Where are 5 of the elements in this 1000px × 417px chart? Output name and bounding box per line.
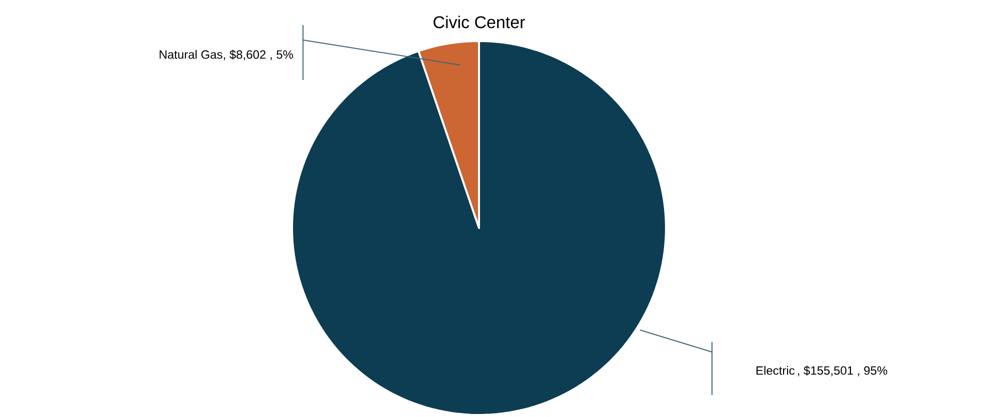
data-label: , $155,501 , 95% [798, 366, 888, 376]
slice-label: Electric [756, 366, 795, 375]
chart-title: Civic Center [434, 16, 525, 28]
slice-label: Natural Gas [160, 50, 222, 59]
data-label: , $8,602 , 5% [224, 50, 294, 60]
